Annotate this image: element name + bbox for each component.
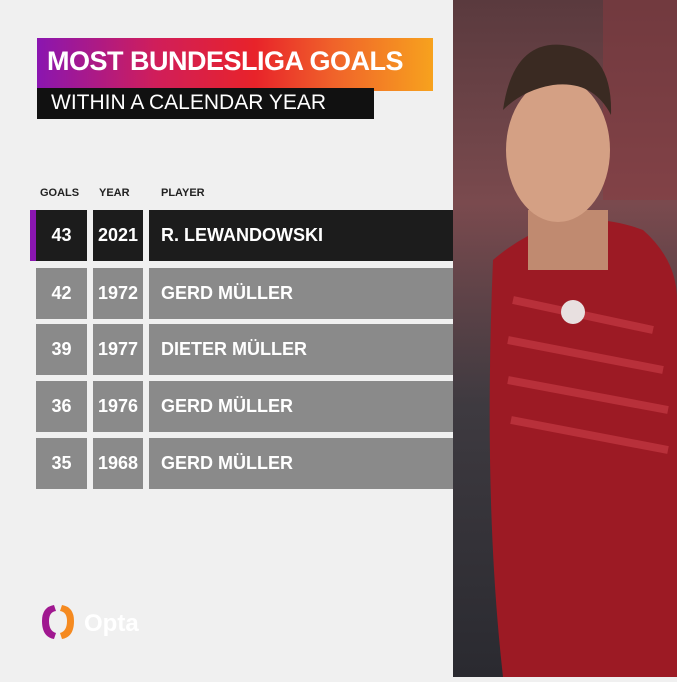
highlight-accent (30, 210, 36, 261)
cell-player: DIETER MÜLLER (149, 324, 453, 375)
cell-player: GERD MÜLLER (149, 381, 453, 432)
table-row: 42 1972 GERD MÜLLER (30, 268, 453, 319)
cell-goals: 36 (36, 381, 87, 432)
cell-player: GERD MÜLLER (149, 438, 453, 489)
cell-goals: 42 (36, 268, 87, 319)
column-header-year: YEAR (99, 187, 130, 199)
player-photo (453, 0, 677, 677)
page-title: MOST BUNDESLIGA GOALS (37, 38, 433, 91)
cell-year: 1976 (93, 381, 143, 432)
table-row: 39 1977 DIETER MÜLLER (30, 324, 453, 375)
opta-wordmark: Opta (84, 610, 139, 637)
cell-year: 1968 (93, 438, 143, 489)
column-header-goals: GOALS (40, 187, 80, 199)
cell-goals: 43 (36, 210, 87, 261)
cell-goals: 35 (36, 438, 87, 489)
cell-player: GERD MÜLLER (149, 268, 453, 319)
cell-year: 1977 (93, 324, 143, 375)
opta-logo: Opta (40, 601, 180, 652)
column-header-player: PLAYER (161, 187, 205, 199)
cell-year: 2021 (93, 210, 143, 261)
table-row: 36 1976 GERD MÜLLER (30, 381, 453, 432)
table-row: 35 1968 GERD MÜLLER (30, 438, 453, 489)
page-subtitle: WITHIN A CALENDAR YEAR (37, 88, 374, 119)
cell-player: R. LEWANDOWSKI (149, 210, 453, 261)
cell-goals: 39 (36, 324, 87, 375)
table-row: 43 2021 R. LEWANDOWSKI (30, 210, 453, 261)
cell-year: 1972 (93, 268, 143, 319)
